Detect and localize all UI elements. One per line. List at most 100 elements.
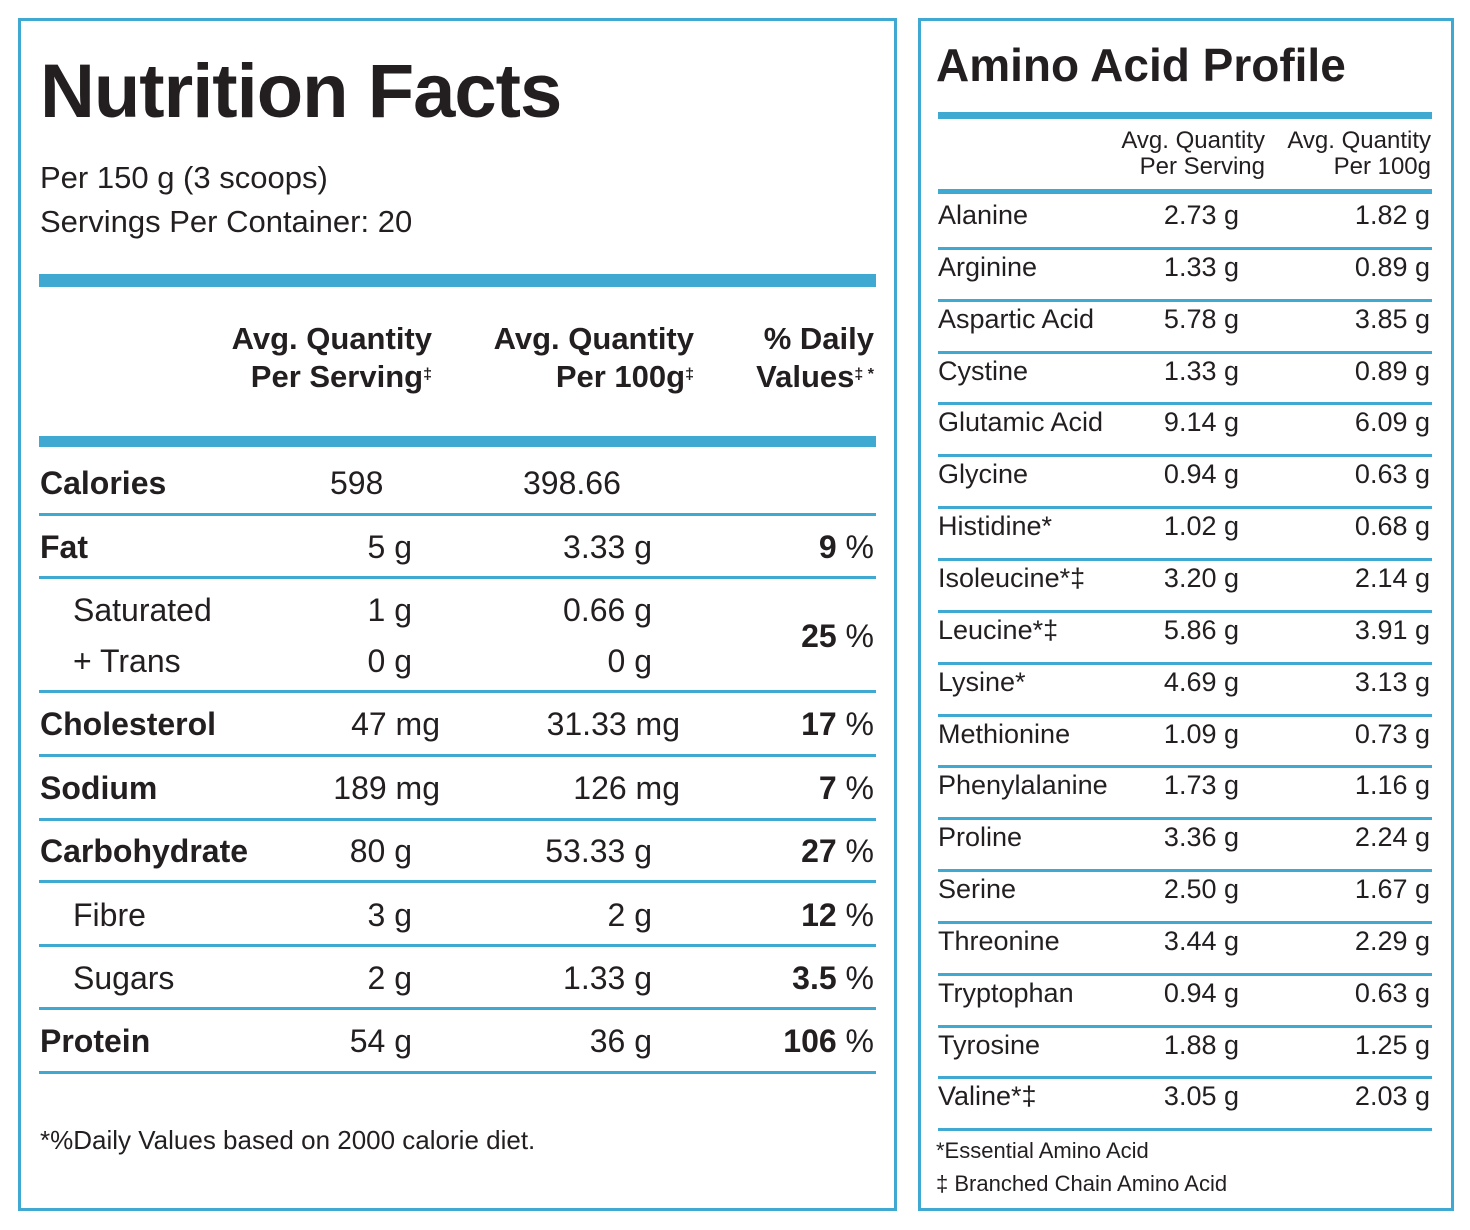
amino-row-name: Phenylalanine [938, 770, 1108, 800]
amino-row-name: Tryptophan [938, 978, 1074, 1008]
amino-row-divider [938, 402, 1432, 405]
sugars-serving: 2 g [367, 960, 412, 996]
amino-row-name: Valine*‡ [938, 1081, 1037, 1111]
sodium-daily-value: 7 % [818, 770, 874, 806]
daily-values-footnote: *%Daily Values based on 2000 calorie die… [40, 1125, 536, 1155]
amino-row-serving: 3.05 g [1163, 1081, 1239, 1111]
sodium-serving: 189 mg [333, 770, 440, 806]
cholesterol-serving: 47 mg [351, 706, 440, 742]
thick-divider [938, 112, 1432, 119]
row-divider [39, 513, 876, 516]
header-per-serving: Avg. Quantity Per Serving‡ [231, 321, 432, 394]
amino-row-per-100g: 1.82 g [1354, 200, 1430, 230]
amino-row-serving: 2.73 g [1163, 200, 1239, 230]
row-divider [39, 1071, 876, 1074]
carbohydrate-serving: 80 g [349, 833, 412, 869]
amino-row-divider [938, 973, 1432, 976]
amino-row-serving: 9.14 g [1163, 407, 1239, 437]
row-divider [39, 1007, 876, 1010]
saturated-per-100g: 0.66 g [563, 592, 652, 628]
amino-row-divider [938, 454, 1432, 457]
amino-row-serving: 5.86 g [1163, 615, 1239, 645]
amino-row-divider [938, 869, 1432, 872]
fibre-daily-value: 12 % [801, 897, 874, 933]
thick-divider [938, 189, 1432, 194]
amino-row-serving: 5.78 g [1163, 304, 1239, 334]
row-label-saturated: Saturated [73, 592, 212, 628]
protein-per-100g: 36 g [589, 1023, 652, 1059]
amino-row-divider [938, 506, 1432, 509]
sugars-per-100g: 1.33 g [563, 960, 652, 996]
row-divider [39, 690, 876, 693]
row-label-fibre: Fibre [73, 897, 146, 933]
row-label-calories: Calories [40, 465, 167, 501]
amino-row-per-100g: 6.09 g [1354, 407, 1430, 437]
amino-row-name: Aspartic Acid [938, 304, 1095, 334]
row-label-sugars: Sugars [73, 960, 175, 996]
calories-serving: 598 [330, 465, 384, 501]
row-label-fat: Fat [40, 529, 88, 565]
amino-row-serving: 3.44 g [1163, 926, 1239, 956]
amino-row-per-100g: 0.63 g [1354, 459, 1430, 489]
amino-row-name: Glutamic Acid [938, 407, 1104, 437]
amino-row-per-100g: 1.67 g [1354, 874, 1430, 904]
amino-row-per-100g: 0.63 g [1354, 978, 1430, 1008]
amino-row-divider [938, 351, 1432, 354]
amino-row-per-100g: 2.24 g [1354, 822, 1430, 852]
sodium-per-100g: 126 mg [573, 770, 680, 806]
amino-row-name: Glycine [938, 459, 1029, 489]
amino-row-divider [938, 558, 1432, 561]
amino-row-name: Threonine [938, 926, 1060, 956]
row-label-carbohydrate: Carbohydrate [40, 833, 249, 869]
servings-per-container: Servings Per Container: 20 [40, 204, 413, 239]
amino-row-name: Arginine [938, 252, 1038, 282]
amino-row-serving: 1.02 g [1163, 511, 1239, 541]
fibre-per-100g: 2 g [607, 897, 652, 933]
amino-row-divider [938, 714, 1432, 717]
amino-row-name: Isoleucine*‡ [938, 563, 1086, 593]
amino-acid-panel [918, 18, 1454, 1211]
trans-serving: 0 g [367, 643, 412, 679]
amino-row-serving: 4.69 g [1163, 667, 1239, 697]
thick-divider [39, 274, 876, 287]
amino-row-divider [938, 610, 1432, 613]
amino-row-per-100g: 1.16 g [1354, 770, 1430, 800]
amino-row-per-100g: 2.14 g [1354, 563, 1430, 593]
amino-row-per-100g: 0.68 g [1354, 511, 1430, 541]
carbohydrate-per-100g: 53.33 g [545, 833, 652, 869]
saturated-trans-daily-value: 25 % [801, 618, 874, 654]
row-divider [39, 818, 876, 821]
amino-row-serving: 3.20 g [1163, 563, 1239, 593]
protein-serving: 54 g [349, 1023, 412, 1059]
amino-row-serving: 2.50 g [1163, 874, 1239, 904]
saturated-serving: 1 g [367, 592, 412, 628]
cholesterol-daily-value: 17 % [801, 706, 874, 742]
sugars-daily-value: 3.5 % [792, 960, 874, 996]
amino-row-serving: 1.33 g [1163, 252, 1239, 282]
amino-header-per-100g: Avg. Quantity Per 100g [1287, 127, 1431, 180]
fat-per-100g: 3.33 g [563, 529, 652, 565]
row-label-sodium: Sodium [40, 770, 158, 806]
amino-row-serving: 1.09 g [1163, 719, 1239, 749]
amino-row-divider [938, 247, 1432, 250]
amino-row-serving: 1.33 g [1163, 356, 1239, 386]
amino-row-divider [938, 817, 1432, 820]
row-label-protein: Protein [40, 1023, 151, 1059]
amino-row-per-100g: 3.85 g [1354, 304, 1430, 334]
amino-row-serving: 0.94 g [1163, 459, 1239, 489]
amino-row-per-100g: 0.89 g [1354, 252, 1430, 282]
row-divider [39, 944, 876, 947]
amino-row-divider [938, 765, 1432, 768]
amino-row-divider [938, 921, 1432, 924]
amino-header-per-serving: Avg. Quantity Per Serving [1121, 127, 1265, 180]
protein-daily-value: 106 % [783, 1023, 874, 1059]
row-divider [39, 754, 876, 757]
amino-row-per-100g: 2.03 g [1354, 1081, 1430, 1111]
fat-daily-value: 9 % [818, 529, 874, 565]
amino-row-name: Alanine [938, 200, 1029, 230]
amino-row-per-100g: 0.89 g [1354, 356, 1430, 386]
trans-per-100g: 0 g [607, 643, 652, 679]
header-daily-values: % Daily Values‡ * [756, 321, 874, 394]
nutrition-facts-panel [18, 18, 897, 1211]
amino-row-divider [938, 1128, 1432, 1131]
